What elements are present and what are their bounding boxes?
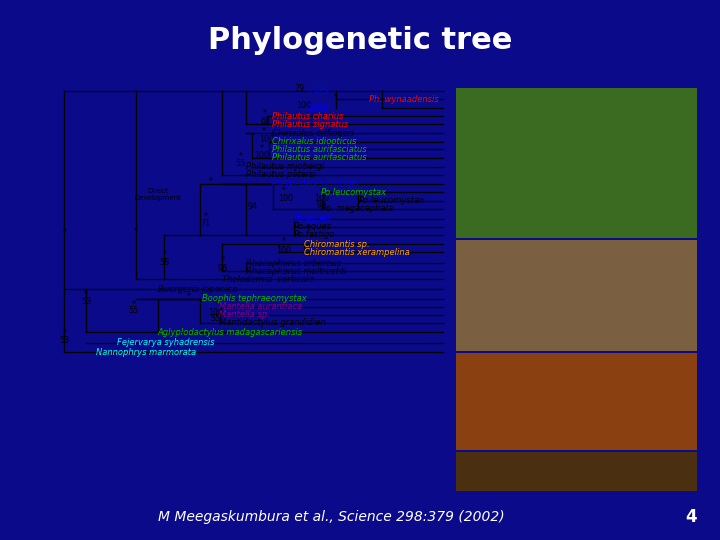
Text: Po.eques: Po.eques <box>294 214 332 223</box>
Text: *: * <box>132 300 136 309</box>
Text: *: * <box>262 127 266 136</box>
Text: Nannophrys marmorata: Nannophrys marmorata <box>96 348 197 356</box>
Text: Rhacophorus arboreus: Rhacophorus arboreus <box>246 259 341 268</box>
Text: Chirixalus idiooticus: Chirixalus idiooticus <box>272 137 356 146</box>
Text: 100: 100 <box>208 308 223 317</box>
Text: 98: 98 <box>317 201 327 211</box>
Text: 94: 94 <box>248 202 258 211</box>
Text: 100: 100 <box>297 100 312 110</box>
Bar <box>456 87 697 238</box>
Text: 2525: 2525 <box>307 87 328 96</box>
Bar <box>456 353 697 449</box>
Text: Rhacophorus moltrechti: Rhacophorus moltrechti <box>246 267 346 276</box>
Text: Mantella sp.: Mantella sp. <box>219 310 270 319</box>
Text: 100: 100 <box>278 194 293 203</box>
Text: Philautus aurifasciatus: Philautus aurifasciatus <box>272 153 366 163</box>
Text: Po.eques: Po.eques <box>294 222 332 232</box>
Text: 55: 55 <box>235 159 246 168</box>
Text: M Meegaskumbura et al., Science 298:379 (2002): M Meegaskumbura et al., Science 298:379 … <box>158 510 505 524</box>
Text: 96: 96 <box>217 264 228 273</box>
Text: *: * <box>163 251 166 259</box>
Text: 58: 58 <box>159 258 169 267</box>
Text: Chiromantis sp.: Chiromantis sp. <box>304 240 369 249</box>
Text: *: * <box>209 177 212 186</box>
Text: 60: 60 <box>260 117 270 126</box>
Text: Polypedates cruciger: Polypedates cruciger <box>272 179 360 188</box>
Text: *: * <box>134 227 138 237</box>
Text: Buergeria japonica: Buergeria japonica <box>158 285 237 294</box>
Text: *: * <box>334 93 338 102</box>
Text: Philautus signatus: Philautus signatus <box>272 120 348 129</box>
Text: Mantidactylus grandidieri: Mantidactylus grandidieri <box>219 318 326 327</box>
Text: *: * <box>320 188 324 197</box>
Text: Aglyplodactylus madagascariensis: Aglyplodactylus madagascariensis <box>158 328 303 337</box>
Text: *: * <box>63 228 66 237</box>
Text: 100: 100 <box>314 194 329 203</box>
Text: 55: 55 <box>129 306 139 315</box>
Text: Theloderma  corticale: Theloderma corticale <box>222 275 314 284</box>
Text: Mantella aurantiaca: Mantella aurantiaca <box>219 302 302 312</box>
Text: 100: 100 <box>259 135 274 144</box>
Text: *: * <box>186 292 190 301</box>
Text: Philautus petersi: Philautus petersi <box>246 170 316 179</box>
Text: *: * <box>282 186 286 194</box>
Text: *: * <box>239 152 243 161</box>
Text: *: * <box>63 329 66 338</box>
Text: Philautus charius: Philautus charius <box>272 112 343 121</box>
Bar <box>456 451 697 491</box>
Text: 71: 71 <box>200 219 210 228</box>
Text: Phylogenetic tree: Phylogenetic tree <box>208 25 512 55</box>
Text: *: * <box>260 144 264 153</box>
Text: *: * <box>220 256 225 265</box>
Text: Boophis tephraeomystax: Boophis tephraeomystax <box>202 294 307 303</box>
Text: 53: 53 <box>81 297 91 306</box>
Text: Po.leucomystax: Po.leucomystax <box>321 188 387 197</box>
Text: 2569: 2569 <box>307 104 328 112</box>
Text: Po. megacephala: Po. megacephala <box>321 205 393 213</box>
Text: 79: 79 <box>294 84 305 93</box>
Text: 100: 100 <box>276 246 291 255</box>
Text: Po.leucomystax: Po.leucomystax <box>359 196 425 205</box>
Text: *: * <box>214 299 217 308</box>
Text: Direct
Development: Direct Development <box>135 188 181 201</box>
Bar <box>456 240 697 351</box>
Text: Chirixalus eiffingeri: Chirixalus eiffingeri <box>272 129 354 138</box>
Text: Po.fastigo: Po.fastigo <box>294 231 335 239</box>
Text: *: * <box>264 110 267 118</box>
Text: *: * <box>282 238 286 246</box>
Text: Chiromantis xerampelina: Chiromantis xerampelina <box>304 248 410 257</box>
Text: Philautus aurifasciatus: Philautus aurifasciatus <box>272 145 366 154</box>
Text: *: * <box>203 212 207 221</box>
Text: 53: 53 <box>60 336 70 345</box>
Text: Fejervarya syhadrensis: Fejervarya syhadrensis <box>117 339 215 347</box>
Text: 100: 100 <box>254 151 269 160</box>
Text: *: * <box>84 290 89 299</box>
Text: Philautus mjobergi: Philautus mjobergi <box>246 162 325 171</box>
Text: Ph. wynaadensis: Ph. wynaadensis <box>369 94 438 104</box>
Text: 4: 4 <box>685 508 697 526</box>
Text: 55: 55 <box>210 314 220 323</box>
